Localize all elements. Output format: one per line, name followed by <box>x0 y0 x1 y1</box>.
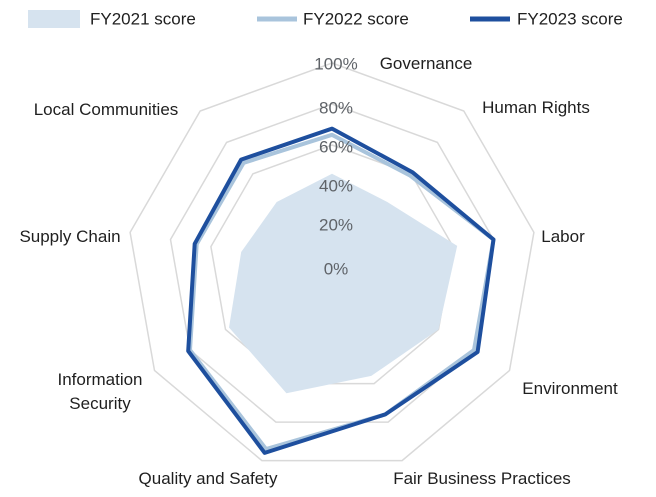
category-label-line: Environment <box>522 379 618 398</box>
category-label-line: Governance <box>380 54 473 73</box>
legend-label-2: FY2023 score <box>517 9 623 28</box>
category-label-1: Human Rights <box>482 98 590 117</box>
legend-swatch-0 <box>28 10 80 28</box>
category-label-7: Supply Chain <box>19 227 120 246</box>
category-label-3: Environment <box>522 379 618 398</box>
tick-label-3: 60% <box>319 137 353 156</box>
category-label-0: Governance <box>380 54 473 73</box>
series-fy2023-score-shape <box>186 126 496 455</box>
tick-label-5: 100% <box>314 54 357 73</box>
radar-series <box>186 126 496 455</box>
tick-label-4: 80% <box>319 98 353 117</box>
legend: FY2021 score FY2022 score FY2023 score <box>28 9 623 28</box>
legend-label-0: FY2021 score <box>90 9 196 28</box>
grid-ring-4 <box>169 103 495 423</box>
legend-label-1: FY2022 score <box>303 9 409 28</box>
category-label-line: Information <box>57 370 142 389</box>
category-label-line: Labor <box>541 227 585 246</box>
category-label-line: Local Communities <box>34 100 179 119</box>
tick-label-1: 20% <box>319 215 353 234</box>
category-label-line: Supply Chain <box>19 227 120 246</box>
category-label-2: Labor <box>541 227 585 246</box>
category-label-line: Fair Business Practices <box>393 469 571 488</box>
tick-label-0: 0% <box>324 259 349 278</box>
series-fy2021-score-shape <box>229 173 458 394</box>
tick-label-2: 40% <box>319 176 353 195</box>
radar-category-labels: Governance Human Rights Labor Environment Fa… <box>19 54 618 488</box>
grid-ring-5 <box>129 62 535 462</box>
category-label-line: Quality and Safety <box>139 469 278 488</box>
category-label-5: Quality and Safety <box>139 469 278 488</box>
category-label-8: Local Communities <box>34 100 179 119</box>
category-label-line: Security <box>69 394 131 413</box>
radar-tick-labels: 0% 20% 40% 60% 80% 100% <box>314 54 357 278</box>
category-label-line: Human Rights <box>482 98 590 117</box>
category-label-4: Fair Business Practices <box>393 469 571 488</box>
category-label-6: Information Security <box>57 370 142 413</box>
